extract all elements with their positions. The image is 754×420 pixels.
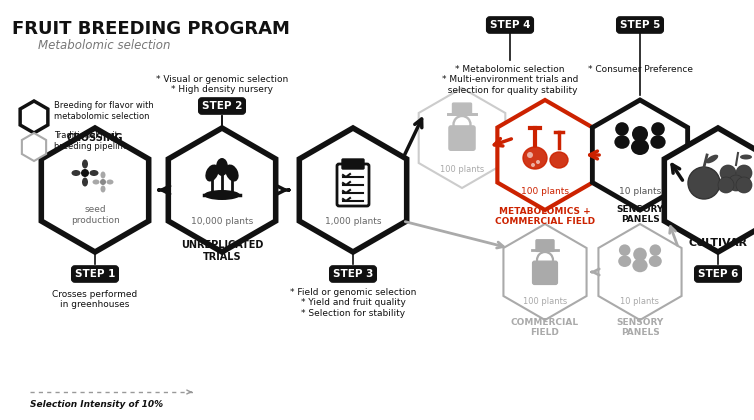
- Ellipse shape: [205, 165, 219, 181]
- Text: CULTIVAR: CULTIVAR: [688, 238, 747, 248]
- Ellipse shape: [648, 255, 662, 267]
- Circle shape: [736, 177, 752, 193]
- Text: 10 plants: 10 plants: [621, 297, 660, 307]
- FancyBboxPatch shape: [449, 126, 475, 150]
- FancyBboxPatch shape: [536, 240, 554, 252]
- FancyBboxPatch shape: [452, 103, 471, 116]
- Ellipse shape: [550, 152, 568, 168]
- Polygon shape: [664, 128, 754, 252]
- Text: 100 plants: 100 plants: [440, 165, 484, 174]
- Text: Selection Intensity of 10%: Selection Intensity of 10%: [30, 400, 163, 409]
- Text: COMMERCIAL
FIELD: COMMERCIAL FIELD: [511, 318, 579, 337]
- FancyBboxPatch shape: [342, 159, 364, 169]
- Polygon shape: [299, 128, 406, 252]
- Ellipse shape: [225, 165, 238, 181]
- Text: STEP 6: STEP 6: [697, 269, 738, 279]
- Circle shape: [688, 167, 720, 199]
- Text: 100 plants: 100 plants: [521, 186, 569, 195]
- Text: UNREPLICATED
TRIALS: UNREPLICATED TRIALS: [181, 240, 263, 262]
- Circle shape: [632, 126, 648, 142]
- Circle shape: [728, 175, 744, 191]
- Circle shape: [100, 179, 106, 185]
- Polygon shape: [20, 101, 48, 133]
- Ellipse shape: [82, 178, 88, 186]
- Ellipse shape: [618, 255, 631, 267]
- Circle shape: [619, 244, 630, 256]
- Polygon shape: [168, 128, 276, 252]
- Ellipse shape: [740, 155, 752, 160]
- Ellipse shape: [615, 135, 630, 149]
- Text: * Consumer Preference: * Consumer Preference: [587, 65, 692, 74]
- Circle shape: [81, 169, 89, 177]
- Ellipse shape: [633, 259, 648, 272]
- Circle shape: [718, 177, 734, 193]
- Circle shape: [536, 160, 540, 164]
- Circle shape: [537, 252, 553, 268]
- Text: 1,000 plants: 1,000 plants: [325, 218, 382, 226]
- Ellipse shape: [90, 170, 99, 176]
- Circle shape: [649, 244, 661, 256]
- Text: * Visual or genomic selection
* High density nursery: * Visual or genomic selection * High den…: [156, 75, 288, 94]
- Text: STEP 4: STEP 4: [490, 20, 530, 30]
- Text: FRUIT BREEDING PROGRAM: FRUIT BREEDING PROGRAM: [12, 20, 290, 38]
- Text: * Field or genomic selection
* Yield and fruit quality
* Selection for stability: * Field or genomic selection * Yield and…: [290, 288, 416, 318]
- Polygon shape: [504, 224, 587, 320]
- Text: seed
production: seed production: [71, 205, 119, 225]
- Ellipse shape: [82, 160, 88, 168]
- Circle shape: [453, 116, 470, 133]
- Ellipse shape: [523, 147, 547, 169]
- Text: Breeding for flavor with
metabolomic selection: Breeding for flavor with metabolomic sel…: [54, 101, 154, 121]
- Text: Crosses performed
in greenhouses: Crosses performed in greenhouses: [52, 290, 138, 310]
- Ellipse shape: [706, 155, 719, 163]
- Polygon shape: [498, 100, 593, 210]
- Circle shape: [531, 163, 535, 167]
- Text: Traditional fruit
breeding pipeline: Traditional fruit breeding pipeline: [54, 131, 128, 151]
- Circle shape: [720, 165, 736, 181]
- Text: STEP 3: STEP 3: [333, 269, 373, 279]
- Ellipse shape: [100, 171, 106, 178]
- Polygon shape: [41, 128, 149, 252]
- FancyBboxPatch shape: [337, 164, 369, 206]
- Ellipse shape: [216, 158, 228, 176]
- Ellipse shape: [631, 139, 649, 155]
- Ellipse shape: [93, 179, 100, 184]
- Text: 10,000 plants: 10,000 plants: [191, 218, 253, 226]
- Text: STEP 1: STEP 1: [75, 269, 115, 279]
- Polygon shape: [22, 133, 46, 161]
- Text: * Metabolomic selection
* Multi-environment trials and
  selection for quality s: * Metabolomic selection * Multi-environm…: [442, 65, 578, 95]
- Text: STEP 5: STEP 5: [620, 20, 661, 30]
- Text: STEP 2: STEP 2: [202, 101, 242, 111]
- Text: METABOLOMICS +
COMMERCIAL FIELD: METABOLOMICS + COMMERCIAL FIELD: [495, 207, 595, 226]
- Text: 10 plants: 10 plants: [619, 186, 661, 195]
- Text: CROSSING: CROSSING: [67, 133, 123, 143]
- Ellipse shape: [72, 170, 81, 176]
- Polygon shape: [593, 100, 688, 210]
- Text: Metabolomic selection: Metabolomic selection: [38, 39, 170, 52]
- FancyBboxPatch shape: [532, 261, 557, 284]
- Text: 100 plants: 100 plants: [523, 297, 567, 307]
- Polygon shape: [418, 88, 505, 188]
- Text: SENSORY
PANELS: SENSORY PANELS: [616, 205, 664, 224]
- Circle shape: [527, 152, 533, 158]
- Ellipse shape: [100, 186, 106, 192]
- Ellipse shape: [651, 135, 666, 149]
- Ellipse shape: [204, 190, 240, 200]
- Polygon shape: [599, 224, 682, 320]
- Ellipse shape: [106, 179, 114, 184]
- Circle shape: [615, 122, 629, 136]
- Circle shape: [633, 248, 647, 261]
- Circle shape: [736, 165, 752, 181]
- Text: SENSORY
PANELS: SENSORY PANELS: [616, 318, 664, 337]
- Circle shape: [651, 122, 665, 136]
